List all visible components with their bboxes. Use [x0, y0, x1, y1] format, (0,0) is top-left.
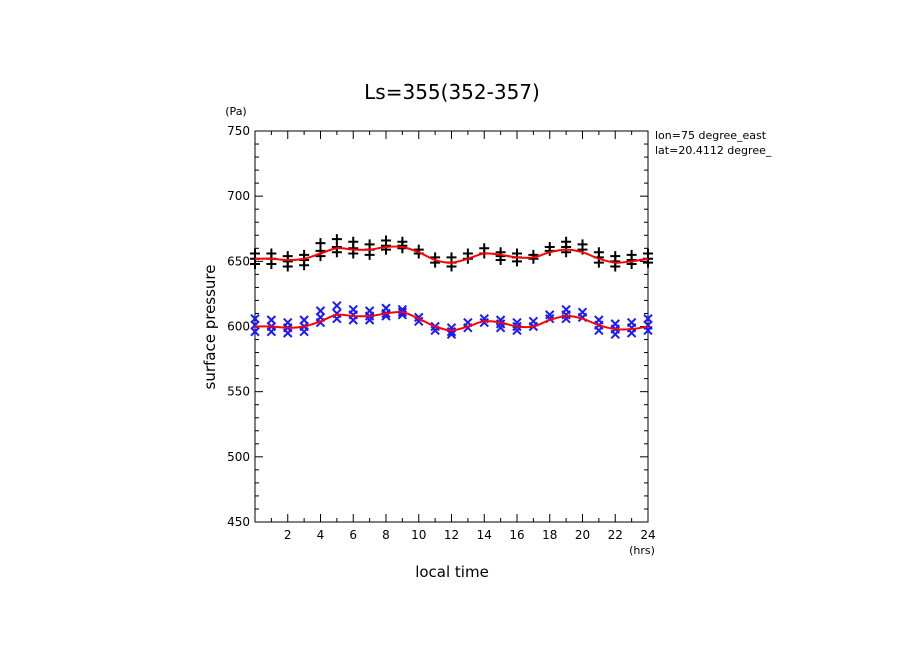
- lon-annotation: lon=75 degree_east: [655, 129, 767, 142]
- cross-marker: [364, 315, 375, 325]
- x-tick-label: 2: [284, 528, 292, 542]
- cross-marker: [626, 328, 637, 338]
- plus-marker: [250, 258, 260, 269]
- lat-annotation: lat=20.4112 degree_: [655, 144, 772, 157]
- cross-marker: [446, 327, 457, 337]
- plus-marker: [364, 249, 375, 260]
- x-tick-label: 14: [477, 528, 492, 542]
- x-tick-label: 18: [542, 528, 557, 542]
- x-tick-label: 10: [411, 528, 426, 542]
- cross-marker: [495, 323, 506, 333]
- x-tick-label: 20: [575, 528, 590, 542]
- y-axis-label: surface pressure: [201, 265, 219, 390]
- y-tick-label: 500: [227, 450, 250, 464]
- x-tick-label: 6: [349, 528, 357, 542]
- marks-group: [250, 234, 653, 340]
- y-tick-label: 450: [227, 515, 250, 529]
- plus-marker: [282, 261, 293, 272]
- x-tick-label: 4: [317, 528, 325, 542]
- cross-marker: [545, 310, 555, 320]
- y-tick-label: 700: [227, 189, 250, 203]
- fit-line-2: [254, 245, 649, 264]
- x-unit-label: (hrs): [629, 544, 655, 557]
- cross-marker: [332, 300, 342, 311]
- plus-marker: [495, 255, 506, 266]
- cross-marker: [266, 327, 277, 337]
- cross-marker: [299, 327, 309, 337]
- cross-marker: [479, 317, 489, 328]
- x-tick-label: 12: [444, 528, 459, 542]
- cross-marker: [561, 310, 571, 320]
- y-tick-label: 650: [227, 254, 250, 268]
- y-unit-label: (Pa): [225, 105, 246, 118]
- y-tick-label: 600: [227, 320, 250, 334]
- cross-marker: [610, 329, 620, 340]
- cross-marker: [594, 325, 604, 336]
- cross-marker: [283, 328, 293, 338]
- fit-line-3: [254, 310, 649, 332]
- x-axis-label: local time: [415, 563, 489, 581]
- x-tick-label: 16: [509, 528, 524, 542]
- y-tick-label: 550: [227, 385, 250, 399]
- cross-marker: [348, 315, 358, 325]
- cross-marker: [250, 327, 260, 337]
- cross-marker: [446, 329, 457, 340]
- plus-marker: [266, 258, 277, 269]
- x-tick-label: 22: [608, 528, 623, 542]
- tick-group: 2 4 6 8 10 12 14 16 18 20 22 2445050055060065070075…: [227, 124, 656, 542]
- cross-marker: [414, 316, 424, 326]
- x-tick-label: 24: [640, 528, 655, 542]
- chart-title: Ls=355(352-357): [364, 80, 540, 104]
- y-tick-label: 750: [227, 124, 250, 138]
- plus-marker: [299, 260, 310, 271]
- x-tick-label: 8: [382, 528, 390, 542]
